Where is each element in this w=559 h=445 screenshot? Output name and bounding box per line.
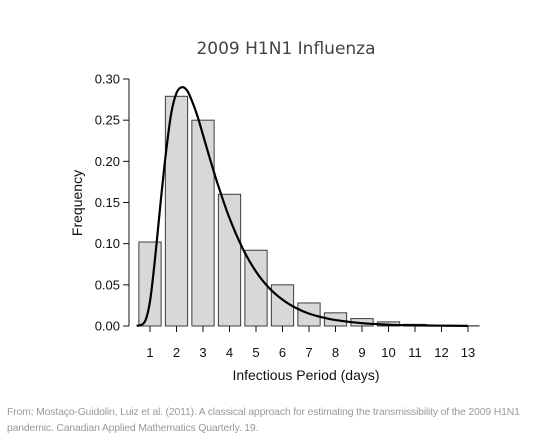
- x-tick-label: 2: [173, 345, 180, 360]
- x-tick-label: 9: [358, 345, 365, 360]
- x-axis-label: Infectious Period (days): [232, 367, 379, 383]
- bar-3: [191, 119, 215, 327]
- y-tick-label: 0.30: [95, 72, 120, 87]
- y-tick-label: 0.00: [95, 319, 120, 334]
- x-tick-label: 11: [408, 345, 422, 360]
- y-tick-label: 0.05: [95, 277, 120, 292]
- x-tick-label: 1: [146, 345, 153, 360]
- chart-title: 2009 H1N1 Influenza: [196, 39, 375, 59]
- x-tick-label: 13: [461, 345, 475, 360]
- x-ticks: 1 2 3 4 5 6 7 8 9 10 11 12 13: [146, 326, 475, 360]
- x-tick-label: 4: [226, 345, 233, 360]
- x-tick-label: 3: [199, 345, 206, 360]
- x-tick-label: 6: [279, 345, 286, 360]
- bars-layer: [138, 95, 480, 327]
- bar-4: [217, 193, 242, 327]
- source-citation: From: Mostaço-Guidolin, Luiz et al. (201…: [7, 406, 520, 434]
- bar-1: [138, 241, 162, 327]
- y-tick-label: 0.15: [95, 195, 120, 210]
- x-tick-label: 12: [434, 345, 448, 360]
- y-tick-label: 0.10: [95, 236, 120, 251]
- fitted-curve: [136, 86, 469, 328]
- y-tick-label: 0.20: [95, 154, 120, 169]
- x-tick-label: 7: [305, 345, 312, 360]
- x-tick-label: 5: [252, 345, 259, 360]
- y-ticks: 0.00 0.05 0.10 0.15 0.20 0.25 0.30: [95, 72, 129, 334]
- bar-5: [244, 249, 268, 327]
- y-axis-label: Frequency: [69, 170, 85, 236]
- y-tick-label: 0.25: [95, 113, 120, 128]
- x-tick-label: 10: [381, 345, 395, 360]
- x-tick-label: 8: [332, 345, 339, 360]
